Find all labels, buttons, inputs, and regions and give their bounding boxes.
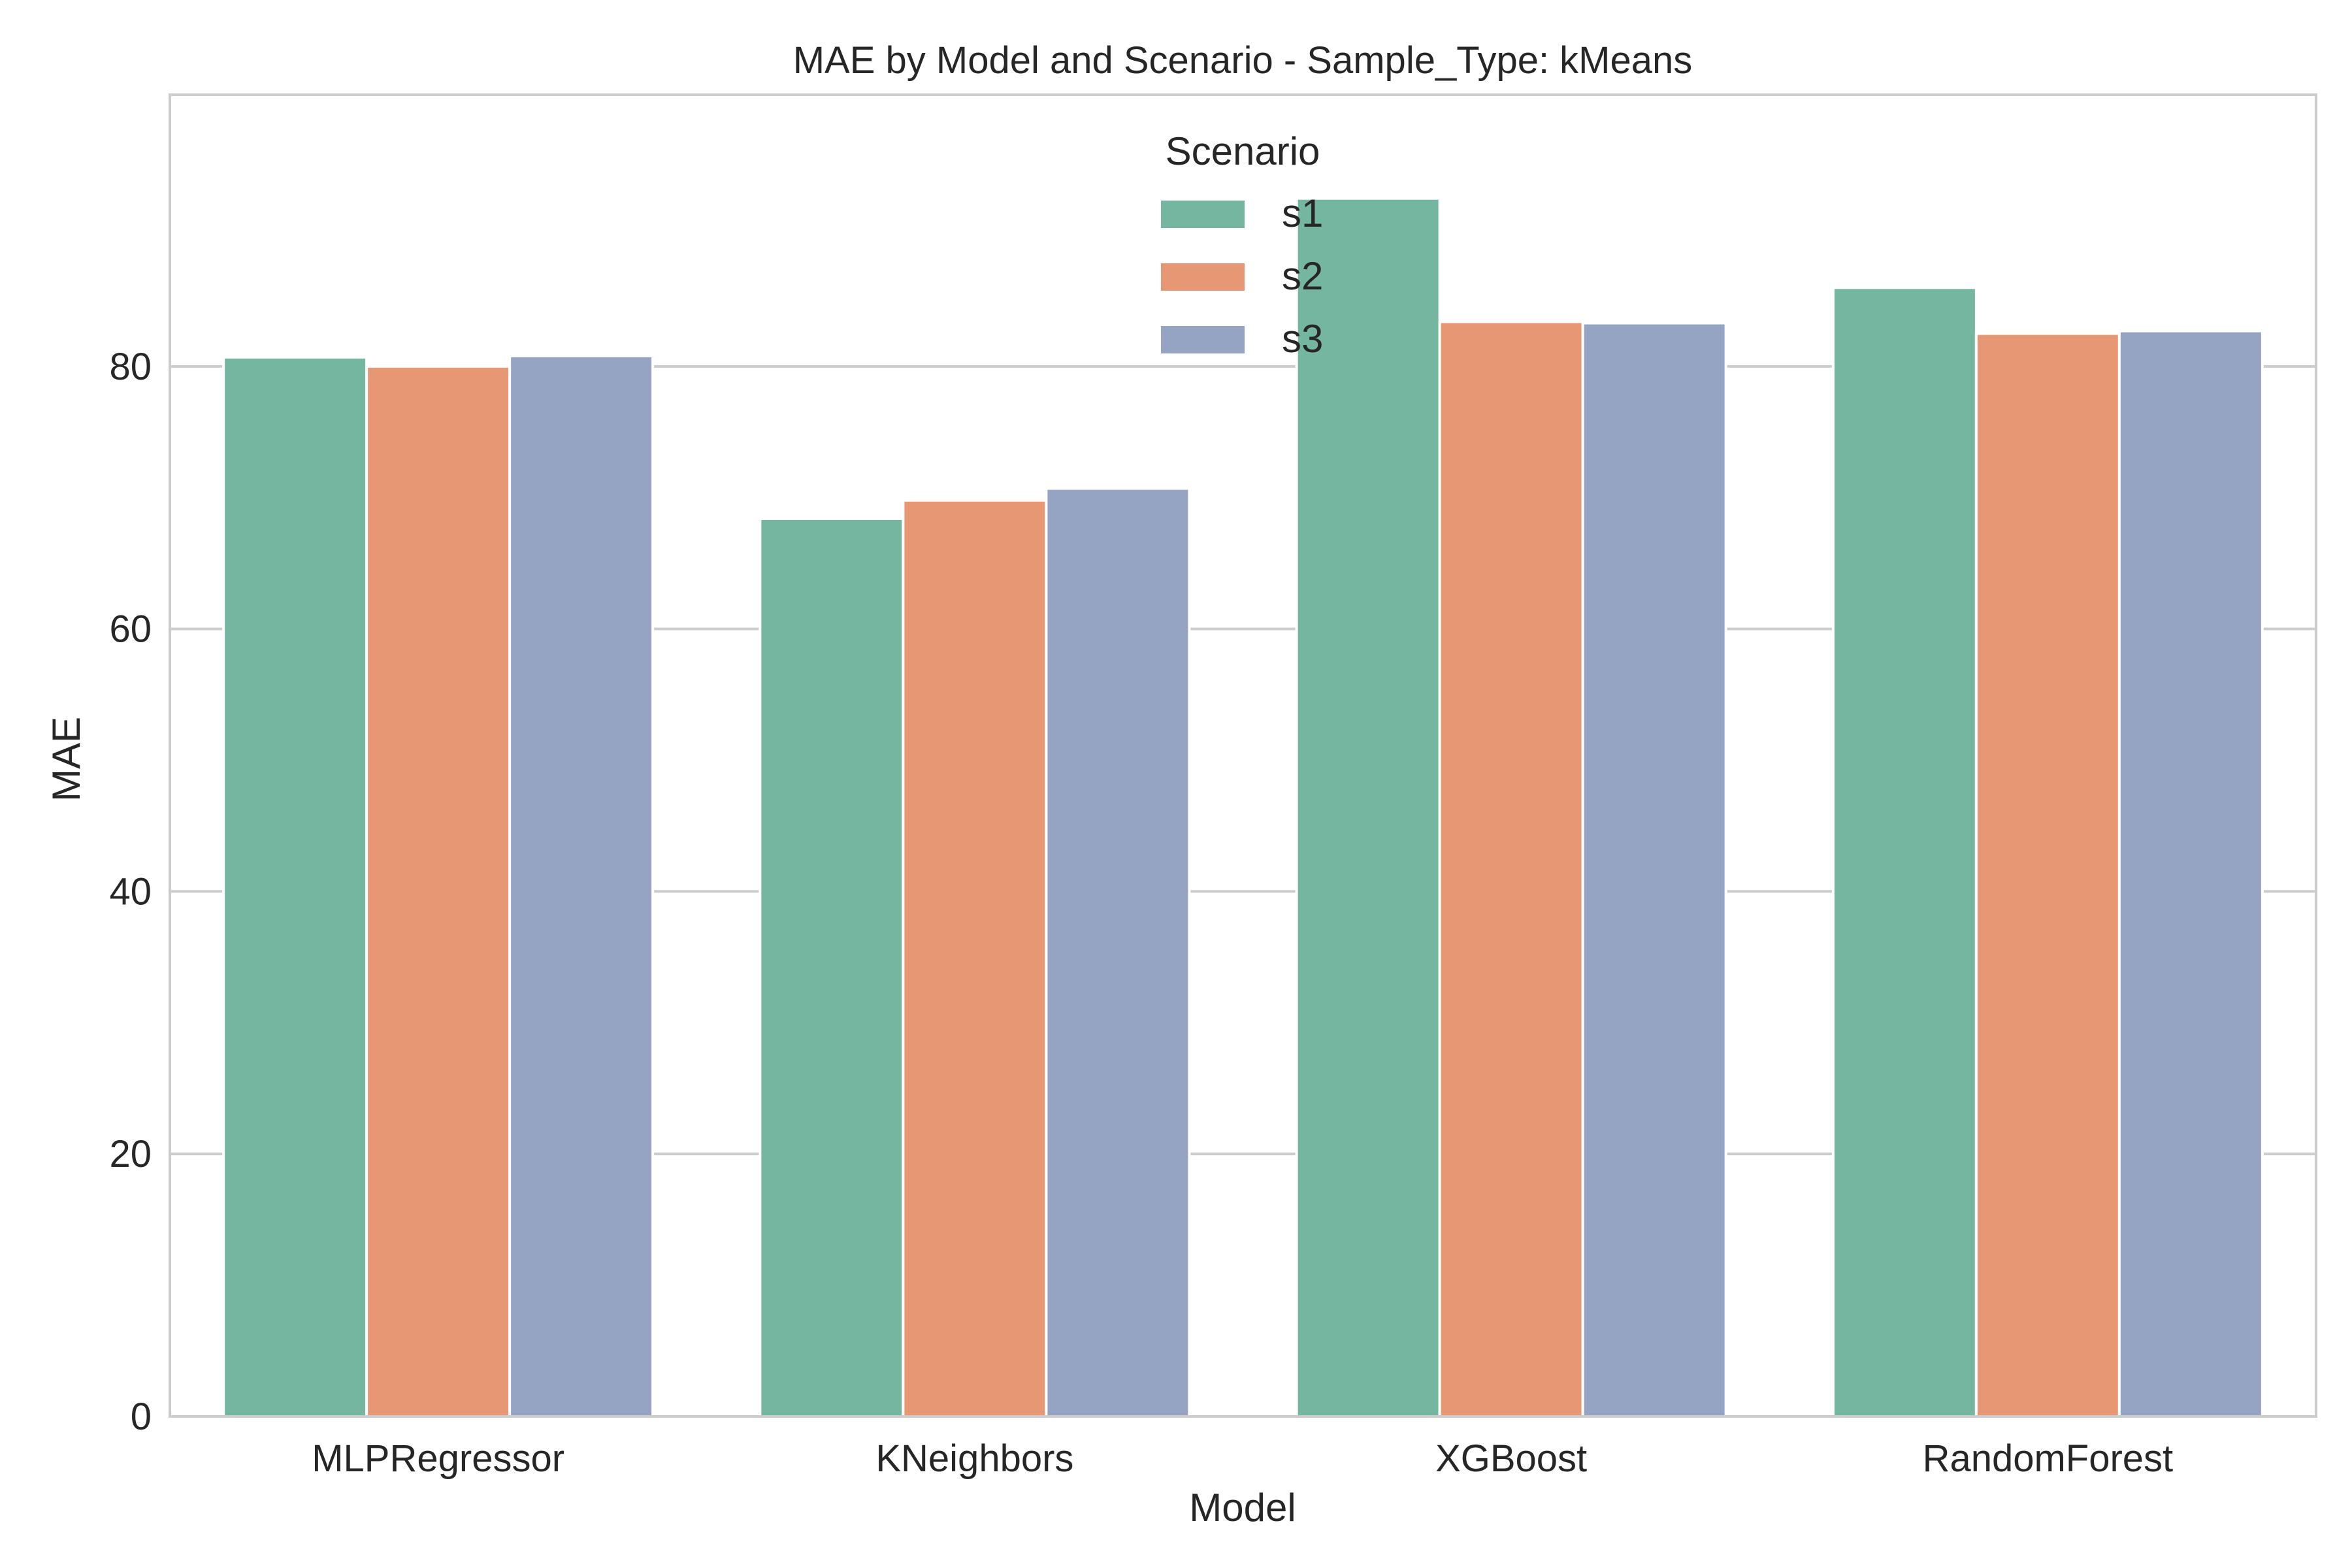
bar-s2-MLPRegressor bbox=[365, 365, 512, 1418]
x-tick-label: RandomForest bbox=[1923, 1437, 2174, 1480]
legend-items: s1 s2 s3 bbox=[1161, 191, 1323, 361]
bar-s1-KNeighbors bbox=[759, 517, 905, 1418]
bar-s3-RandomForest bbox=[2117, 329, 2264, 1418]
x-axis-label: Model bbox=[1189, 1486, 1296, 1529]
bar-s3-XGBoost bbox=[1581, 321, 1727, 1418]
legend: Scenario s1 s2 s3 bbox=[1161, 129, 1323, 361]
bar-s2-RandomForest bbox=[1974, 332, 2121, 1418]
y-tick-label: 60 bbox=[109, 608, 152, 651]
y-tick-labels: 0 20 40 60 80 bbox=[109, 346, 152, 1438]
x-tick-label: MLPRegressor bbox=[312, 1437, 564, 1480]
bar-s1-XGBoost bbox=[1295, 197, 1441, 1418]
bars bbox=[222, 197, 2264, 1418]
legend-label: s3 bbox=[1282, 317, 1323, 361]
legend-title: Scenario bbox=[1166, 129, 1320, 173]
y-tick-label: 40 bbox=[109, 870, 152, 913]
legend-label: s1 bbox=[1282, 191, 1323, 235]
y-tick-label: 80 bbox=[109, 346, 152, 388]
plot-frame bbox=[169, 93, 2317, 1418]
bar-s2-XGBoost bbox=[1438, 320, 1584, 1418]
legend-swatch-s1 bbox=[1161, 201, 1245, 228]
x-tick-labels: MLPRegressor KNeighbors XGBoost RandomFores… bbox=[312, 1437, 2173, 1480]
y-tick-label: 20 bbox=[109, 1133, 152, 1175]
bar-s3-MLPRegressor bbox=[508, 354, 655, 1418]
chart-title: MAE by Model and Scenario - Sample_Type:… bbox=[793, 39, 1693, 82]
bar-s3-KNeighbors bbox=[1045, 487, 1191, 1418]
x-tick-label: XGBoost bbox=[1435, 1437, 1587, 1480]
bar-s1-RandomForest bbox=[1831, 286, 1978, 1418]
bar-s1-MLPRegressor bbox=[222, 355, 368, 1418]
bar-s2-KNeighbors bbox=[902, 498, 1048, 1418]
legend-swatch-s3 bbox=[1161, 326, 1245, 353]
y-axis-label: MAE bbox=[44, 717, 88, 802]
legend-label: s2 bbox=[1282, 254, 1323, 298]
legend-swatch-s2 bbox=[1161, 263, 1245, 291]
x-tick-label: KNeighbors bbox=[875, 1437, 1073, 1480]
y-tick-label: 0 bbox=[131, 1396, 152, 1438]
